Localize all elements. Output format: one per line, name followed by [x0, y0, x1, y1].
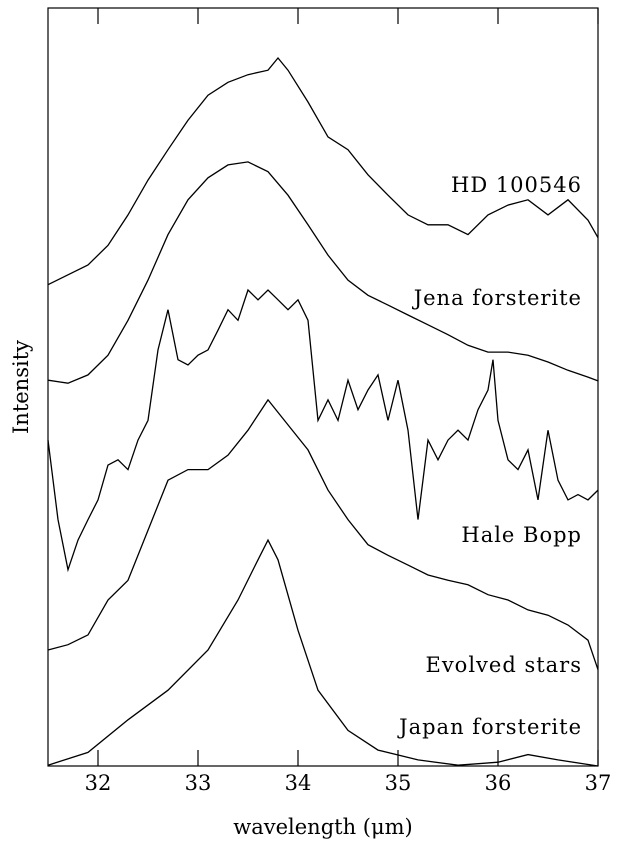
- series-label: Japan forsterite: [397, 715, 582, 739]
- spectrum-line: [47, 56, 599, 286]
- series-label: Evolved stars: [425, 653, 582, 677]
- series-label: Hale Bopp: [461, 523, 582, 547]
- x-tick-label: 35: [385, 771, 412, 795]
- x-tick-label: 36: [485, 771, 512, 795]
- spectrum-line: [47, 161, 599, 384]
- x-axis-label: wavelength (μm): [233, 815, 412, 839]
- spectrum-line: [47, 288, 599, 573]
- spectrum-line: [47, 398, 599, 670]
- series-label: Jena forsterite: [412, 286, 582, 310]
- plot-frame: [47, 7, 599, 767]
- x-tick-label: 32: [85, 771, 112, 795]
- x-tick-label: 34: [285, 771, 312, 795]
- x-tick-label: 37: [585, 771, 612, 795]
- x-tick-label: 33: [185, 771, 212, 795]
- spectrum-line: [47, 538, 599, 767]
- series-label: HD 100546: [451, 173, 582, 197]
- y-axis-label: Intensity: [9, 340, 33, 434]
